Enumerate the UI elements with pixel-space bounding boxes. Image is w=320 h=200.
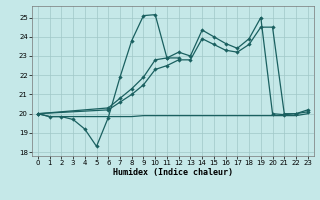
X-axis label: Humidex (Indice chaleur): Humidex (Indice chaleur)	[113, 168, 233, 177]
